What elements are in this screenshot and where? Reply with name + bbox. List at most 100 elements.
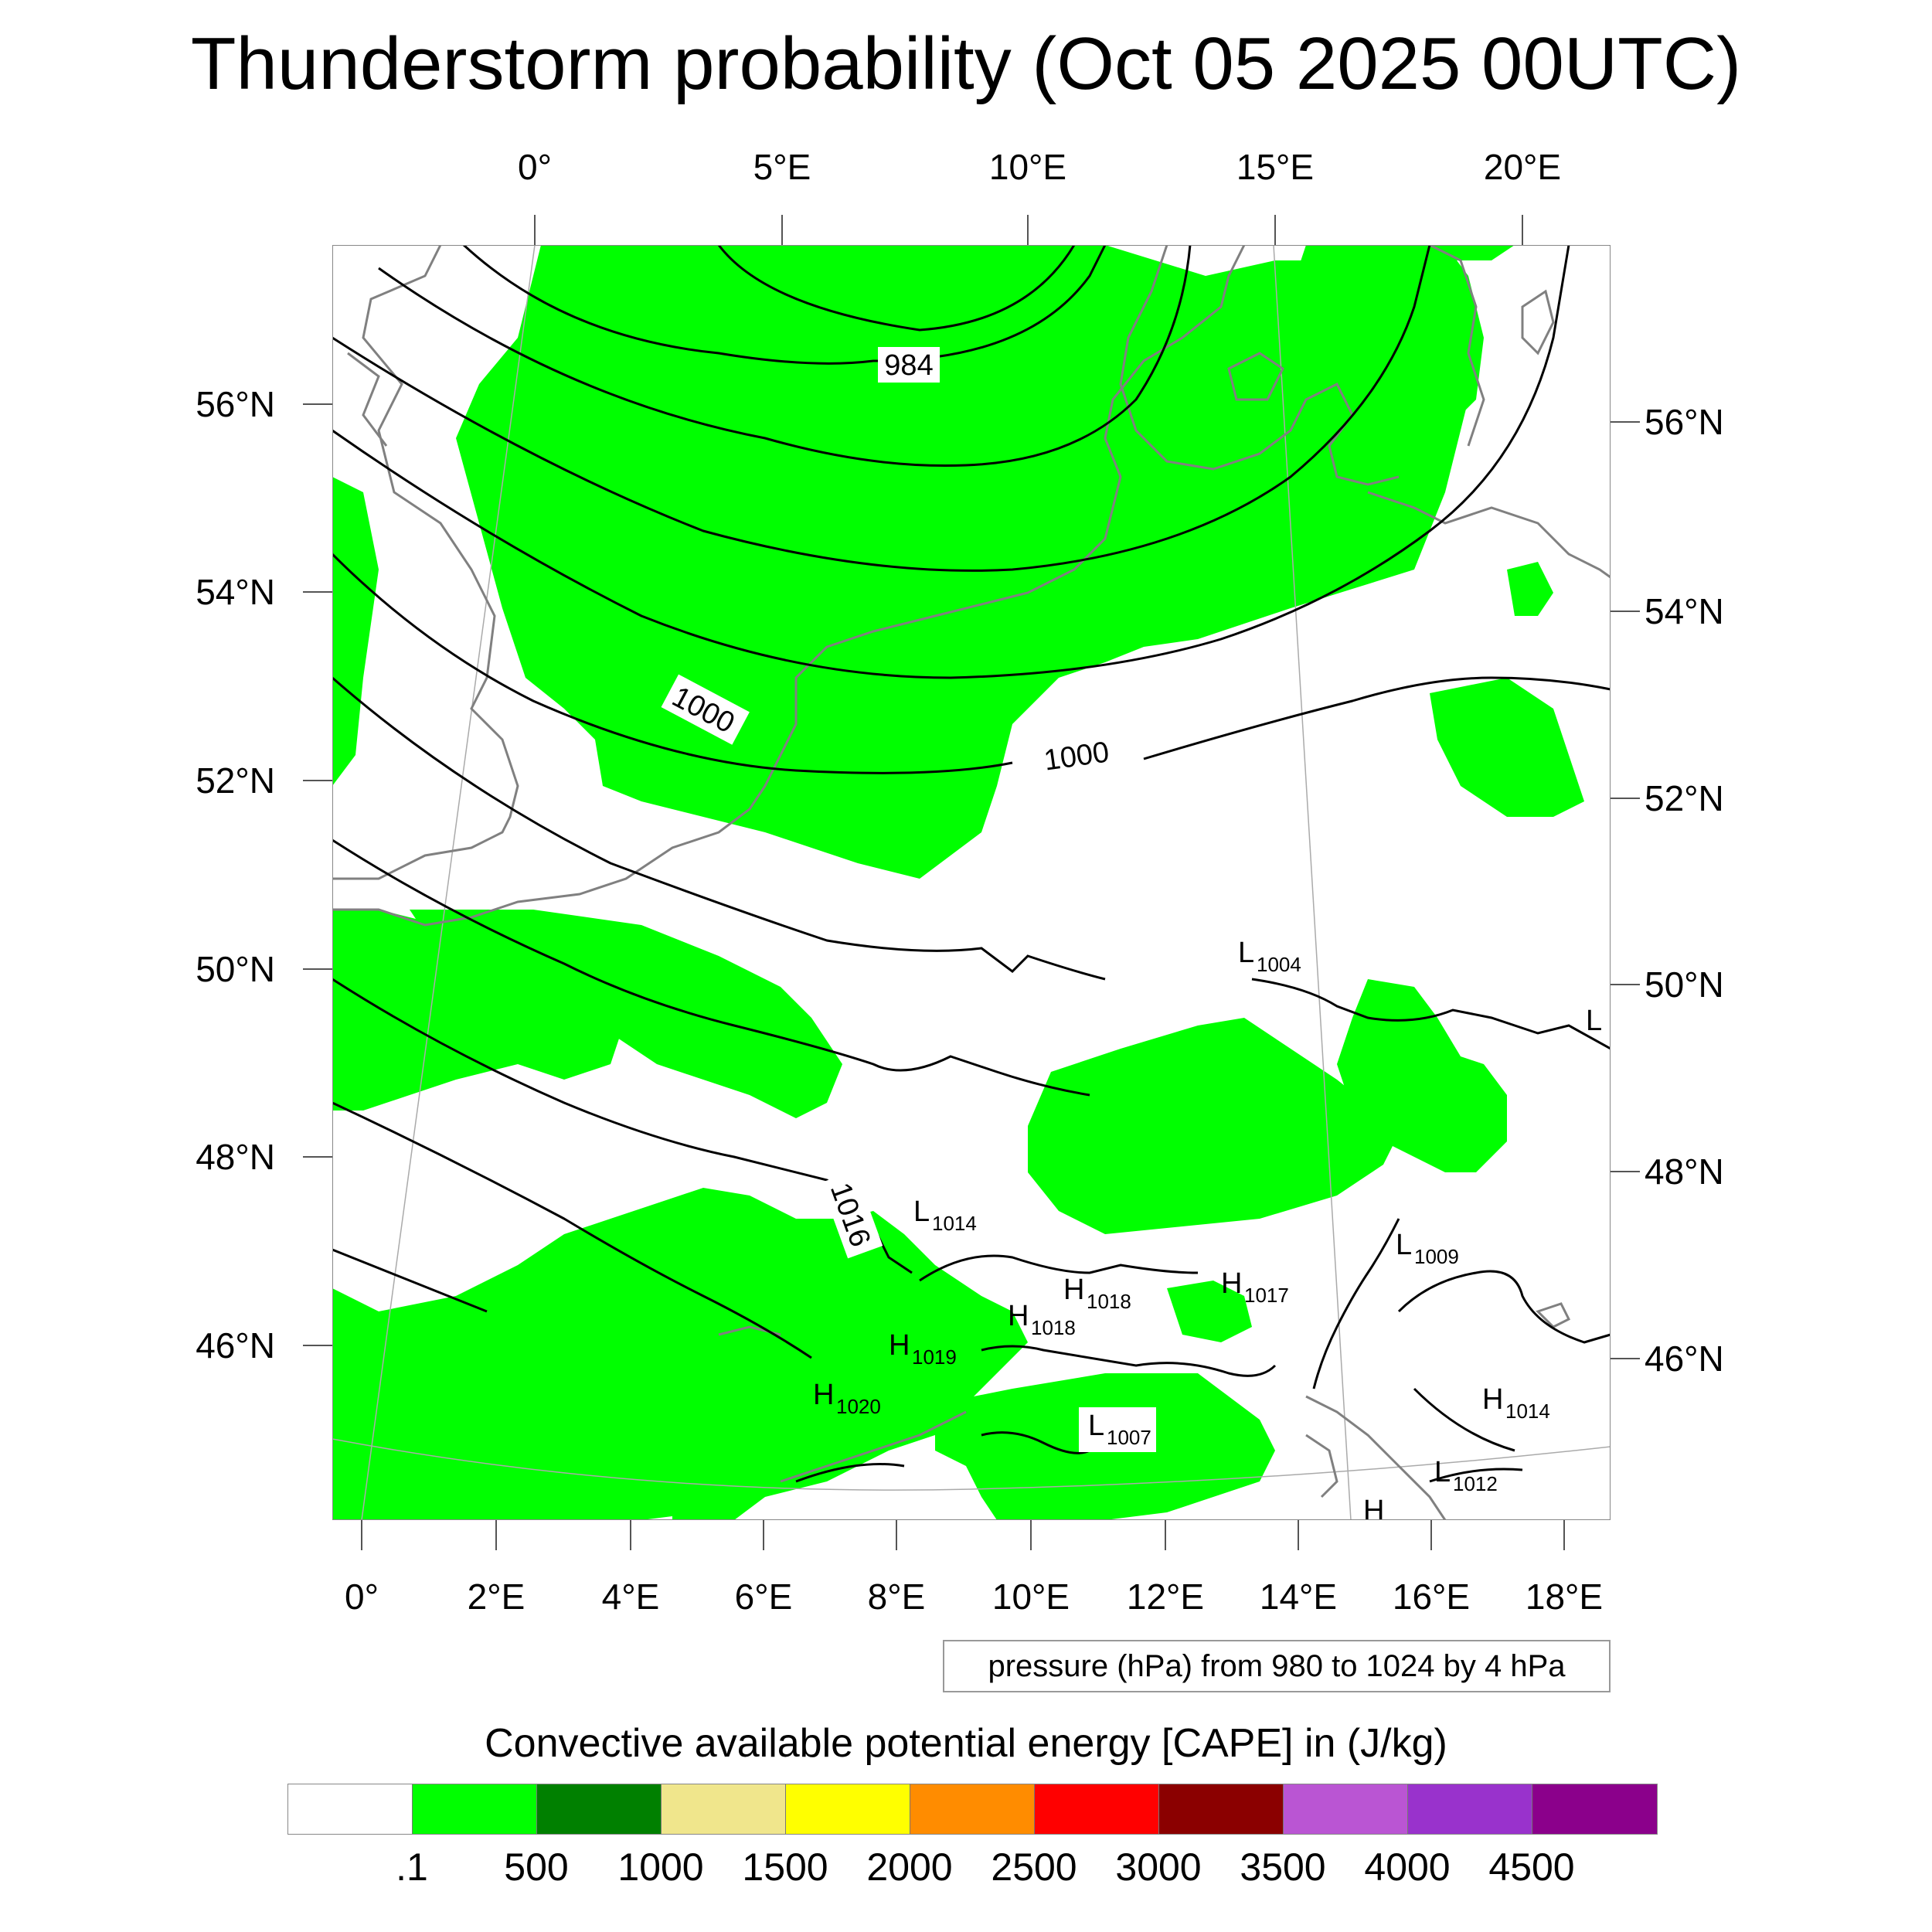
coast-istria	[1305, 1434, 1338, 1498]
colorbar-label: 2500	[991, 1845, 1077, 1889]
cape-area-belgium	[410, 910, 842, 1118]
pressure-centers: L 1004 L 1014 L 1009 H 1017 H 1018 H 101…	[813, 937, 1602, 1520]
bottom-lon-label: 4°E	[601, 1577, 660, 1617]
isobar-992	[332, 245, 1431, 572]
isobar-south	[332, 1248, 488, 1313]
colorbar-swatch	[1159, 1784, 1284, 1834]
meridian-15e	[1273, 245, 1352, 1520]
weather-map: 984 1000 1000 1016 L 1004 L 1014	[332, 245, 1611, 1520]
bottom-lon-label: 12°E	[1126, 1577, 1205, 1617]
colorbar-label: 500	[504, 1845, 569, 1889]
colorbar-label: 1500	[742, 1845, 828, 1889]
pressure-center-type: H	[1363, 1495, 1384, 1520]
cape-area-baltic	[1275, 245, 1484, 500]
isobars	[332, 245, 1611, 1483]
pressure-center: H	[1363, 1495, 1384, 1520]
coast-denmark-islands	[1227, 352, 1284, 401]
colorbar-label: 4500	[1488, 1845, 1575, 1889]
pressure-center-value: 1012	[1453, 1472, 1498, 1495]
pressure-center-type: L	[1238, 937, 1254, 969]
graticule	[332, 245, 1611, 1520]
left-lat-label: 48°N	[196, 1137, 275, 1177]
tick-lines	[303, 215, 1640, 1550]
pressure-center-type: H	[1482, 1383, 1503, 1416]
bottom-lon-label: 6°E	[734, 1577, 793, 1617]
colorbar-title: Convective available potential energy [C…	[485, 1721, 1447, 1766]
coast-uk-inner	[347, 352, 388, 447]
colorbar-swatch	[537, 1784, 662, 1834]
right-lat-label: 54°N	[1645, 591, 1724, 631]
bottom-lon-label: 2°E	[467, 1577, 526, 1617]
isobar-996	[332, 245, 1570, 679]
isobar-1000b	[1143, 676, 1611, 760]
colorbar-label: 1000	[617, 1845, 704, 1889]
coast-denmark	[1119, 245, 1400, 486]
colorbar-swatch	[413, 1784, 537, 1834]
pressure-center-type: L	[913, 1196, 930, 1228]
pressure-center-value: 1018	[1087, 1290, 1131, 1313]
colorbar-label: 3000	[1115, 1845, 1202, 1889]
isobar-alps-small	[981, 1345, 1277, 1377]
pressure-center-type: L	[1396, 1229, 1412, 1261]
pressure-center: H 1019	[889, 1329, 957, 1369]
colorbar-label: 4000	[1364, 1845, 1451, 1889]
cape-area-poland	[1430, 678, 1584, 817]
cape-area-france-west	[332, 910, 626, 1111]
bottom-lon-label: 16°E	[1392, 1577, 1471, 1617]
isobar-south-east	[1413, 1387, 1515, 1452]
pressure-center-type: H	[889, 1329, 910, 1362]
left-lat-label: 52°N	[196, 760, 275, 801]
pressure-center-value: 1020	[836, 1395, 881, 1418]
colorbar-swatch	[1284, 1784, 1408, 1834]
map-title: Thunderstorm probability (Oct 05 2025 00…	[190, 22, 1742, 105]
pressure-center-type: H	[813, 1379, 834, 1411]
pressure-center-value: 1019	[912, 1345, 957, 1369]
isobar-988	[378, 245, 1192, 468]
bottom-lon-label: 8°E	[867, 1577, 926, 1617]
top-lon-label: 10°E	[988, 147, 1067, 187]
right-lat-label: 52°N	[1645, 778, 1724, 818]
coast-ligurian	[780, 1410, 967, 1483]
right-lat-label: 50°N	[1645, 964, 1724, 1005]
isobar-label-984: 984	[884, 349, 933, 382]
pressure-center: H 1018	[1008, 1300, 1076, 1339]
pressure-center: L	[1586, 1005, 1602, 1037]
isobar-1000a	[332, 553, 1013, 774]
isobar-980	[717, 245, 1076, 332]
pressure-center-value: 1014	[1505, 1400, 1550, 1423]
coast-uk-east	[332, 245, 519, 880]
top-lon-label: 0°	[518, 147, 552, 187]
isobar-ligurian	[795, 1463, 905, 1483]
colorbar-swatch	[662, 1784, 786, 1834]
bottom-lon-label: 14°E	[1259, 1577, 1338, 1617]
bottom-lon-label: 0°	[345, 1577, 379, 1617]
colorbar-swatch	[1035, 1784, 1159, 1834]
colorbar-swatch	[1408, 1784, 1532, 1834]
isobar-1004	[1251, 978, 1611, 1050]
top-lon-label: 5°E	[753, 147, 811, 187]
isobar-italy	[981, 1431, 1090, 1454]
cape-area-southwest	[332, 1188, 1028, 1520]
right-lat-label: 56°N	[1645, 402, 1724, 442]
colorbar-swatch	[288, 1784, 413, 1834]
colorbar-label: .1	[396, 1845, 428, 1889]
isobar-1012-east	[1429, 1468, 1523, 1483]
coast-baltic	[1367, 491, 1611, 579]
pressure-center: H 1014	[1482, 1383, 1550, 1423]
left-lat-label: 46°N	[196, 1325, 275, 1366]
isobar-1014-east	[1397, 1270, 1611, 1344]
isobar-1009-east	[1312, 1218, 1400, 1389]
coast-sweden	[1429, 245, 1485, 447]
left-lat-label: 50°N	[196, 949, 275, 989]
pressure-center-value: 1017	[1244, 1284, 1289, 1307]
pressure-center: L 1014	[913, 1196, 977, 1235]
isobar-1014-alps	[919, 1254, 1199, 1282]
pressure-center: H 1020	[813, 1379, 881, 1418]
isobar-1012	[332, 838, 1090, 1097]
right-lat-label: 48°N	[1645, 1151, 1724, 1192]
meridian-0	[361, 245, 536, 1520]
contour-note: pressure (hPa) from 980 to 1024 by 4 hPa	[943, 1640, 1611, 1692]
colorbar-swatch	[1532, 1784, 1657, 1834]
coast-gotland	[1521, 289, 1555, 355]
